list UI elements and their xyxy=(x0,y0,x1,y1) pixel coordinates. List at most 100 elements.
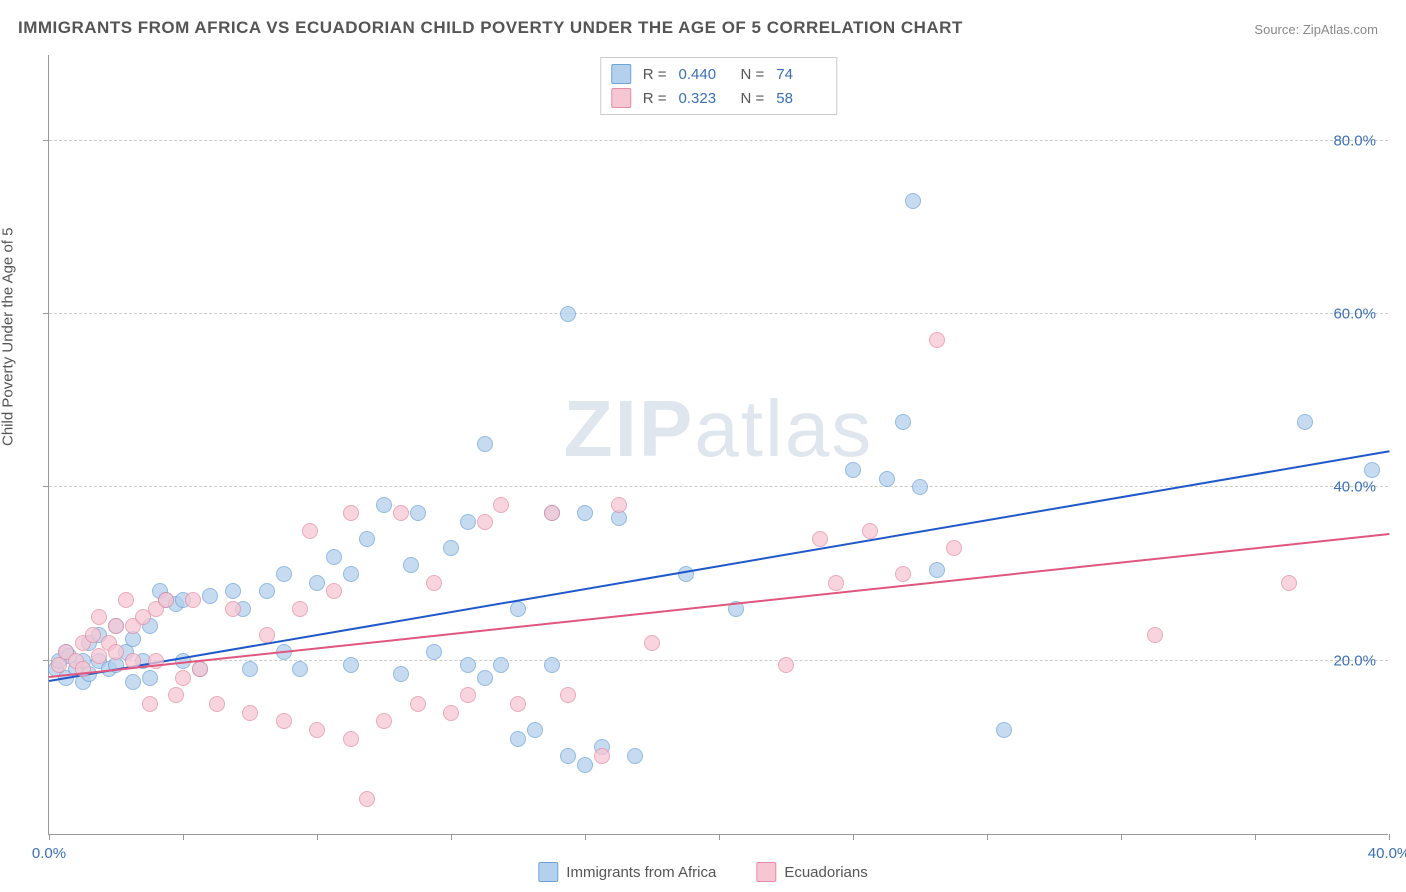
stats-row: R =0.323N =58 xyxy=(611,86,827,110)
scatter-point xyxy=(946,540,962,556)
watermark-bold: ZIP xyxy=(564,384,694,473)
scatter-point xyxy=(493,657,509,673)
y-tick-mark xyxy=(43,313,49,314)
scatter-point xyxy=(410,696,426,712)
scatter-point xyxy=(108,644,124,660)
scatter-point xyxy=(125,674,141,690)
series-swatch xyxy=(611,64,631,84)
scatter-point xyxy=(242,705,258,721)
scatter-point xyxy=(1297,414,1313,430)
legend-label: Ecuadorians xyxy=(784,864,867,881)
scatter-point xyxy=(192,661,208,677)
scatter-point xyxy=(259,583,275,599)
scatter-point xyxy=(477,436,493,452)
x-tick-mark xyxy=(987,834,988,840)
y-tick-mark xyxy=(43,140,49,141)
scatter-point xyxy=(443,540,459,556)
scatter-point xyxy=(510,601,526,617)
y-tick-mark xyxy=(43,660,49,661)
scatter-point xyxy=(812,531,828,547)
scatter-point xyxy=(302,523,318,539)
x-tick-mark xyxy=(451,834,452,840)
scatter-point xyxy=(91,648,107,664)
x-tick-mark xyxy=(585,834,586,840)
scatter-point xyxy=(577,757,593,773)
correlation-stats-box: R =0.440N =74R =0.323N =58 xyxy=(600,57,838,115)
gridline xyxy=(49,140,1388,141)
source-attribution: Source: ZipAtlas.com xyxy=(1254,22,1378,37)
bottom-legend: Immigrants from Africa Ecuadorians xyxy=(538,862,867,882)
scatter-point xyxy=(276,566,292,582)
x-tick-mark xyxy=(49,834,50,840)
r-value: 0.323 xyxy=(679,90,729,107)
scatter-point xyxy=(359,791,375,807)
chart-title: IMMIGRANTS FROM AFRICA VS ECUADORIAN CHI… xyxy=(18,18,963,38)
source-label: Source: xyxy=(1254,22,1299,37)
scatter-point xyxy=(678,566,694,582)
scatter-point xyxy=(292,661,308,677)
scatter-point xyxy=(862,523,878,539)
r-label: R = xyxy=(643,66,667,83)
scatter-point xyxy=(376,713,392,729)
scatter-point xyxy=(477,514,493,530)
scatter-point xyxy=(108,618,124,634)
scatter-point xyxy=(828,575,844,591)
chart-plot-area: ZIPatlas R =0.440N =74R =0.323N =58 20.0… xyxy=(48,55,1388,835)
legend-item: Immigrants from Africa xyxy=(538,862,716,882)
scatter-point xyxy=(209,696,225,712)
scatter-point xyxy=(912,479,928,495)
scatter-point xyxy=(845,462,861,478)
scatter-point xyxy=(560,306,576,322)
scatter-point xyxy=(594,748,610,764)
x-tick-mark xyxy=(317,834,318,840)
scatter-point xyxy=(644,635,660,651)
n-label: N = xyxy=(741,66,765,83)
x-tick-mark xyxy=(1389,834,1390,840)
scatter-point xyxy=(242,661,258,677)
scatter-point xyxy=(460,657,476,673)
scatter-point xyxy=(1147,627,1163,643)
scatter-point xyxy=(225,583,241,599)
scatter-point xyxy=(560,748,576,764)
y-tick-label: 60.0% xyxy=(1333,306,1376,323)
scatter-point xyxy=(403,557,419,573)
scatter-point xyxy=(168,687,184,703)
scatter-point xyxy=(460,687,476,703)
scatter-point xyxy=(460,514,476,530)
scatter-point xyxy=(493,497,509,513)
scatter-point xyxy=(259,627,275,643)
r-label: R = xyxy=(643,90,667,107)
source-link[interactable]: ZipAtlas.com xyxy=(1303,22,1378,37)
scatter-point xyxy=(929,332,945,348)
scatter-point xyxy=(326,583,342,599)
y-tick-label: 20.0% xyxy=(1333,652,1376,669)
scatter-point xyxy=(510,696,526,712)
n-value: 58 xyxy=(776,90,826,107)
r-value: 0.440 xyxy=(679,66,729,83)
scatter-point xyxy=(225,601,241,617)
scatter-point xyxy=(510,731,526,747)
y-tick-label: 40.0% xyxy=(1333,479,1376,496)
scatter-point xyxy=(426,644,442,660)
scatter-point xyxy=(343,657,359,673)
x-tick-mark xyxy=(1121,834,1122,840)
scatter-point xyxy=(91,609,107,625)
scatter-point xyxy=(443,705,459,721)
scatter-point xyxy=(1364,462,1380,478)
x-tick-mark xyxy=(719,834,720,840)
scatter-point xyxy=(85,627,101,643)
scatter-point xyxy=(393,505,409,521)
scatter-point xyxy=(560,687,576,703)
scatter-point xyxy=(359,531,375,547)
scatter-point xyxy=(929,562,945,578)
x-tick-mark xyxy=(1255,834,1256,840)
scatter-point xyxy=(276,713,292,729)
series-swatch xyxy=(611,88,631,108)
scatter-point xyxy=(343,505,359,521)
scatter-point xyxy=(627,748,643,764)
legend-label: Immigrants from Africa xyxy=(566,864,716,881)
scatter-point xyxy=(118,592,134,608)
scatter-point xyxy=(142,696,158,712)
scatter-point xyxy=(544,657,560,673)
scatter-point xyxy=(376,497,392,513)
